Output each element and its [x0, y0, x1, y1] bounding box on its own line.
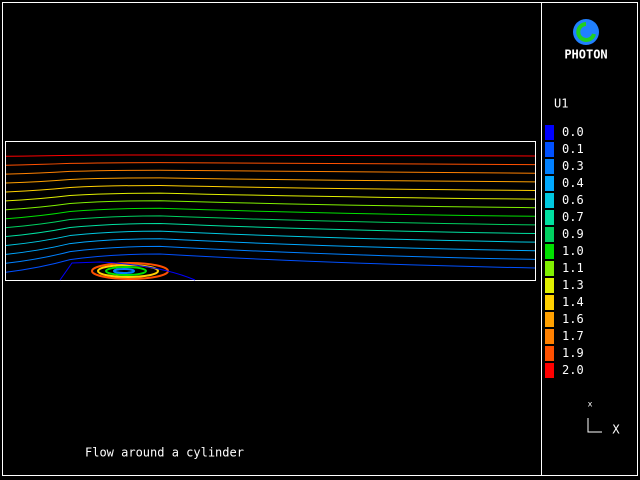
legend-label: 0.9 [562, 227, 584, 241]
legend-swatch [545, 346, 554, 361]
legend-swatch [545, 329, 554, 344]
legend-swatch [545, 159, 554, 174]
legend-swatch [545, 278, 554, 293]
contour [59, 261, 196, 281]
legend-swatch [545, 210, 554, 225]
legend-label: 1.7 [562, 329, 584, 343]
legend-swatch [545, 142, 554, 157]
legend-label: 1.9 [562, 346, 584, 360]
contour-line [5, 192, 536, 202]
legend-label: 0.0 [562, 125, 584, 139]
contour-line [5, 200, 536, 211]
legend-label: 1.6 [562, 312, 584, 326]
contour-line [5, 215, 536, 229]
axis-triad: x X [587, 400, 620, 437]
legend-label: 0.4 [562, 176, 584, 190]
contour [97, 264, 159, 278]
caption: Flow around a cylinder [85, 446, 244, 460]
contour-line [5, 223, 536, 238]
legend-label: 1.0 [562, 244, 584, 258]
contour-line [5, 245, 536, 264]
contour [105, 266, 147, 276]
legend-swatch [545, 227, 554, 242]
domain-border [5, 141, 536, 281]
contour-line [5, 154, 536, 157]
legend-swatch [545, 193, 554, 208]
logo: PHOTON [564, 19, 608, 62]
axis-label: x [588, 400, 593, 409]
contour-line [5, 177, 536, 184]
contour-line [5, 238, 536, 255]
contour-line [5, 230, 536, 246]
legend-label: 1.1 [562, 261, 584, 275]
contour-line [5, 207, 536, 220]
contour-line [5, 253, 536, 273]
legend-swatch [545, 295, 554, 310]
contour-plot [5, 141, 536, 281]
contour-line [5, 184, 536, 193]
legend-label: 1.3 [562, 278, 584, 292]
legend-swatch [545, 176, 554, 191]
axis-label: X [612, 423, 620, 437]
legend-label: 0.1 [562, 142, 584, 156]
logo-text: PHOTON [564, 48, 607, 62]
legend-label: 2.0 [562, 363, 584, 377]
legend-label: 1.4 [562, 295, 584, 309]
legend-swatch [545, 244, 554, 259]
legend: 0.0 0.1 0.3 0.4 0.6 0.7 0.9 1.0 1.1 1.3 1.4 1.6 1.7 1… [545, 125, 584, 378]
legend-swatch [545, 125, 554, 140]
logo-icon [576, 22, 596, 42]
contour-line [5, 162, 536, 166]
axis-arrows [587, 418, 602, 433]
legend-swatch [545, 312, 554, 327]
recirculation-zone [59, 261, 196, 281]
legend-swatch [545, 363, 554, 378]
contour-line [5, 169, 536, 175]
legend-label: 0.7 [562, 210, 584, 224]
legend-label: 0.3 [562, 159, 584, 173]
contour [113, 268, 135, 274]
legend-swatch [545, 261, 554, 276]
legend-title: U1 [554, 97, 568, 111]
legend-label: 0.6 [562, 193, 584, 207]
